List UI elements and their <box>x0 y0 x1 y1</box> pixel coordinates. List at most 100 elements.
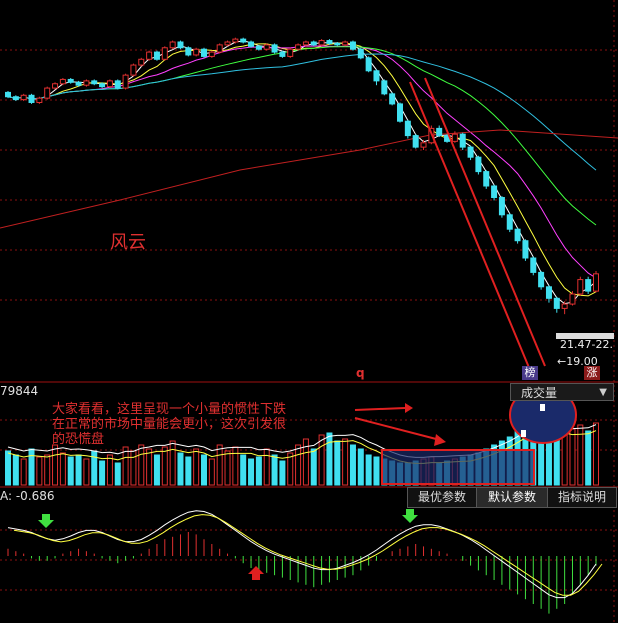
candle-body <box>161 47 168 60</box>
volume-bar <box>342 438 349 486</box>
candle-body <box>577 279 584 295</box>
chart-label: 风云 <box>110 232 146 253</box>
ma-line <box>7 53 597 171</box>
candle-body <box>373 70 380 82</box>
candle-body <box>553 297 560 309</box>
volume-bar <box>138 444 145 486</box>
ma-line <box>7 42 597 297</box>
candle-body <box>138 58 145 66</box>
candle-body <box>342 41 349 46</box>
price-range-readout: 21.47-22. <box>560 338 613 351</box>
candle-body <box>467 146 474 158</box>
volume-bar <box>67 456 74 486</box>
volume-bar <box>326 432 333 486</box>
volume-highlight-box <box>381 449 535 485</box>
candle-body <box>91 80 98 85</box>
volume-indicator-dropdown[interactable]: 成交量 ▼ <box>510 383 614 401</box>
volume-bar <box>91 450 98 486</box>
candle-body <box>459 133 466 148</box>
candle-body <box>114 80 121 89</box>
candle-body <box>436 127 443 137</box>
candle-body <box>404 120 411 137</box>
volume-bar <box>201 454 207 486</box>
zhang-badge[interactable]: 涨 <box>584 366 600 380</box>
volume-bar <box>177 452 184 486</box>
candle-body <box>451 133 458 142</box>
volume-bar <box>224 450 231 486</box>
sell-signal-arrow <box>402 509 418 523</box>
volume-bar <box>106 454 113 486</box>
annotation-arrow <box>354 417 441 441</box>
dropdown-label: 成交量 <box>521 386 558 400</box>
annotation-line-2: 在正常的市场中量能会更小，这次引发很 <box>52 417 287 432</box>
volume-bar <box>349 444 356 486</box>
candle-body <box>295 44 302 50</box>
candle-body <box>349 41 356 50</box>
volume-bar <box>185 456 192 486</box>
candle-body <box>271 44 278 53</box>
volume-bar <box>577 424 584 486</box>
candle-body <box>28 94 35 103</box>
volume-bar <box>561 434 568 486</box>
candle-body <box>397 103 403 122</box>
volume-bar <box>240 454 247 486</box>
volume-bar <box>52 444 59 486</box>
candle-body <box>279 51 286 57</box>
volume-marker <box>521 430 526 437</box>
candle-body <box>177 41 184 49</box>
volume-bar <box>28 448 35 486</box>
candle-body <box>326 40 333 44</box>
volume-bar <box>279 460 286 486</box>
candle-body <box>302 41 309 46</box>
candle-body <box>538 271 545 288</box>
candle-body <box>334 42 341 46</box>
volume-bar <box>193 448 200 486</box>
candle-body <box>365 57 372 72</box>
candle-body <box>146 51 153 60</box>
volume-bar <box>59 452 66 486</box>
candle-body <box>169 41 176 49</box>
candle-body <box>287 48 294 57</box>
volume-bar <box>161 446 168 486</box>
candle-body <box>263 44 270 50</box>
volume-bar <box>585 430 592 486</box>
candle-body <box>530 257 537 273</box>
volume-bar <box>232 446 239 486</box>
volume-bar <box>593 422 599 486</box>
ma-line <box>7 46 597 226</box>
volume-bar <box>130 450 137 486</box>
volume-bar <box>36 456 43 486</box>
volume-bar <box>365 454 372 486</box>
tab-default-params[interactable]: 默认参数 <box>476 487 548 508</box>
candle-body <box>545 286 552 299</box>
candle-body <box>585 279 592 292</box>
candle-body <box>381 80 388 95</box>
volume-bar <box>146 448 153 486</box>
candle-body <box>106 80 113 88</box>
volume-bar <box>99 460 106 486</box>
macd-readout: A: -0.686 <box>0 489 55 503</box>
annotation-arrow-head <box>434 434 446 446</box>
candle-body <box>561 303 568 309</box>
candle-body <box>255 45 262 50</box>
volume-bar <box>287 452 294 486</box>
bang-badge[interactable]: 榜 <box>522 366 538 380</box>
volume-bar <box>271 454 278 486</box>
tab-best-params[interactable]: 最优参数 <box>407 487 477 508</box>
annotation-arrow <box>354 407 406 411</box>
candle-body <box>5 91 11 98</box>
ma-line <box>7 45 597 279</box>
tab-indicator-explain[interactable]: 指标说明 <box>547 487 617 508</box>
candle-body <box>240 38 247 43</box>
annotation-line-1: 大家看看，这里呈现一个小量的惯性下跌 <box>52 402 287 417</box>
candle-body <box>318 40 325 46</box>
trend-line <box>424 77 546 367</box>
volume-bar <box>153 454 160 486</box>
volume-bar <box>20 458 27 486</box>
candle-body <box>153 51 160 60</box>
candle-body <box>59 78 66 85</box>
candle-body <box>36 97 43 103</box>
candle-body <box>83 80 90 86</box>
volume-bar <box>12 454 19 486</box>
